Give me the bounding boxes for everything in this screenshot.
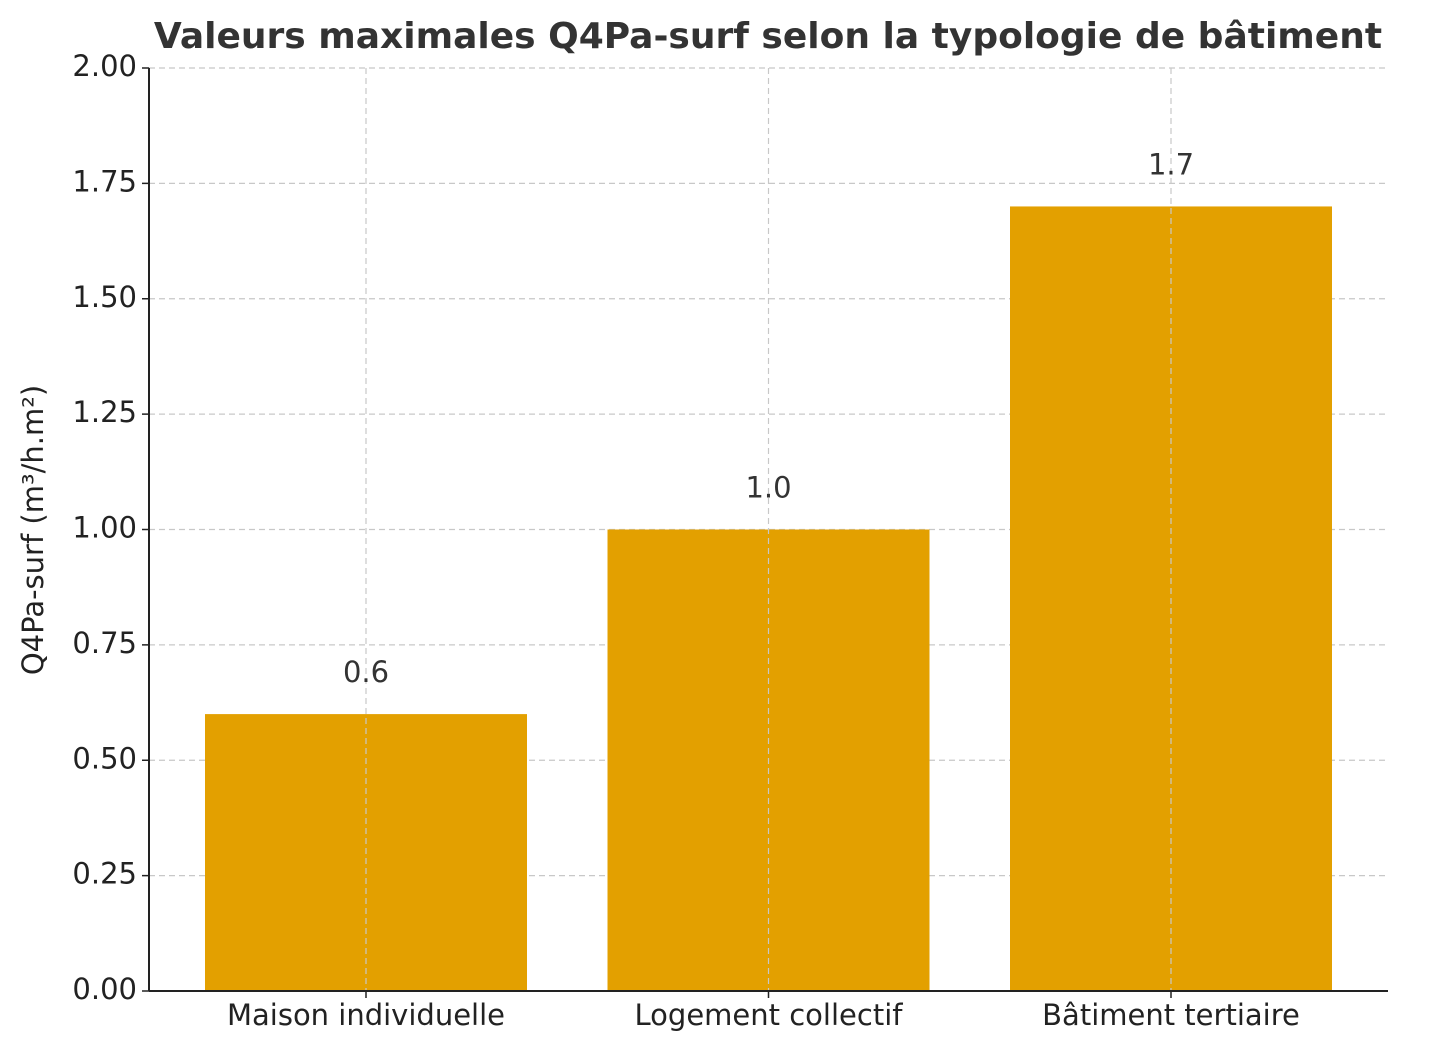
y-axis-label: Q4Pa-surf (m³/h.m²): [16, 385, 50, 675]
y-tick-label: 2.00: [72, 49, 137, 83]
y-tick-label: 1.75: [72, 164, 137, 198]
y-tick-label: 0.50: [72, 741, 137, 775]
y-tick-label: 1.00: [72, 511, 137, 545]
chart-title: Valeurs maximales Q4Pa-surf selon la typ…: [154, 16, 1382, 57]
value-label: 1.0: [745, 471, 791, 505]
y-tick-label: 0.00: [72, 972, 137, 1006]
value-label: 1.7: [1148, 147, 1194, 181]
x-tick-label: Maison individuelle: [227, 998, 505, 1032]
y-tick-label: 1.50: [72, 280, 137, 314]
y-tick-label: 0.25: [72, 857, 137, 891]
y-tick-label: 1.25: [72, 395, 137, 429]
value-label: 0.6: [343, 655, 389, 689]
x-tick-label: Bâtiment tertiaire: [1042, 998, 1300, 1032]
y-tick-label: 0.75: [72, 626, 137, 660]
x-tick-label: Logement collectif: [635, 998, 904, 1032]
